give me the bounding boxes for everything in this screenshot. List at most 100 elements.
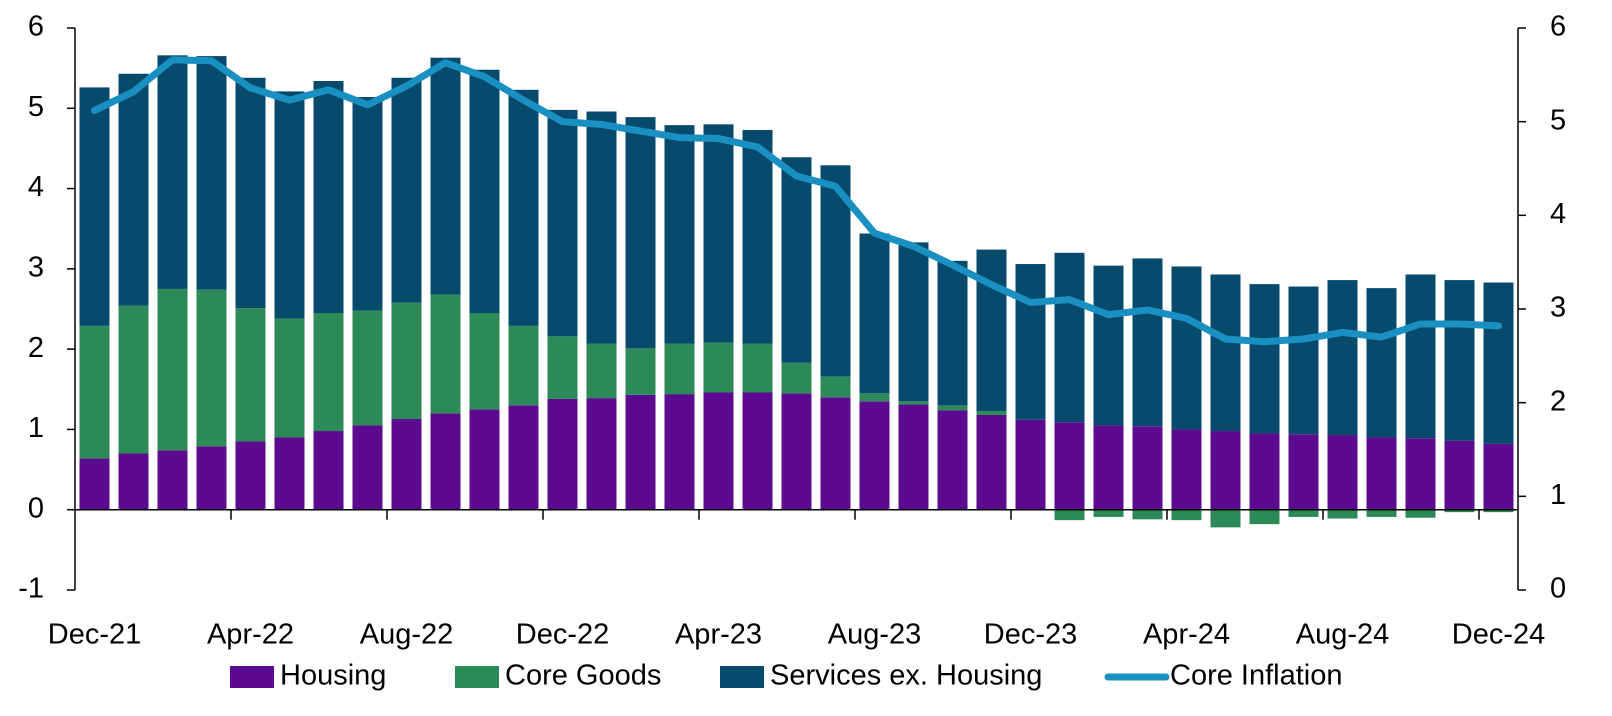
bar [469,69,500,314]
legend-label: Services ex. Housing [770,660,1042,692]
bar [1327,509,1358,519]
y-tick-label: 2 [28,332,44,364]
bar [1249,509,1280,525]
bar [274,437,305,510]
bar [508,325,539,406]
bar [1327,435,1358,510]
bar [1444,280,1475,441]
bar [235,441,266,510]
bar [547,109,578,337]
y-tick-label: -1 [18,573,44,605]
bar [1171,266,1202,430]
bar [664,394,695,510]
x-tick-label: Dec-24 [1452,619,1546,651]
bar [352,310,383,426]
bar [157,450,188,510]
bar [664,125,695,344]
legend-swatch [230,666,274,688]
legend-swatch [455,666,499,688]
bar [586,343,617,399]
bar [859,393,890,402]
bar [1366,288,1397,438]
bar [820,397,851,510]
bar [898,242,929,402]
y-tick-label: 6 [28,11,44,43]
bar [352,97,383,311]
bar [937,260,968,406]
line [91,56,1502,346]
bar [1171,509,1202,521]
bar [1210,274,1241,432]
bar [703,124,734,343]
bar [157,288,188,451]
bar [1015,264,1046,420]
x-tick-label: Aug-22 [360,619,454,651]
bar [469,409,500,510]
bar [1405,274,1436,439]
bar [1054,252,1085,423]
bar [1327,280,1358,436]
bar [976,414,1007,510]
bar [235,308,266,442]
bar [430,57,461,295]
bar [976,249,1007,411]
bar [820,376,851,398]
legend-label: Housing [280,660,386,692]
x-tick-label: Aug-24 [1296,619,1390,651]
bar [430,294,461,414]
bar [391,302,422,419]
bar [1366,437,1397,510]
bar [742,392,773,510]
x-tick-label: Dec-22 [516,619,610,651]
bar [625,117,656,349]
bar [196,56,227,290]
bar [625,348,656,395]
bar [79,87,110,326]
bar [1288,509,1319,517]
y2-tick-label: 2 [1550,385,1566,417]
bar [1093,509,1124,517]
bar [859,401,890,510]
bar [1015,419,1046,510]
bar [742,129,773,344]
bar [313,313,344,432]
bar [313,431,344,510]
bar [586,398,617,510]
bar [1132,426,1163,510]
bar [781,393,812,510]
y-tick-label: 5 [28,91,44,123]
bar [781,362,812,394]
y2-tick-label: 6 [1550,11,1566,43]
bar [1210,431,1241,510]
bar [1132,509,1163,520]
bar [391,77,422,303]
bar [1288,434,1319,510]
bar [1132,258,1163,427]
bar [508,405,539,510]
bar [1444,440,1475,510]
bar [118,305,149,454]
bar [196,446,227,510]
bar [703,342,734,393]
bar [274,91,305,319]
x-tick-label: Apr-23 [675,619,762,651]
bar [703,392,734,510]
bar [430,413,461,510]
bar [1483,443,1514,510]
bar [352,425,383,510]
bar [79,458,110,510]
x-tick-label: Apr-22 [207,619,294,651]
y-tick-label: 4 [28,171,44,203]
bar [664,343,695,395]
y2-tick-label: 3 [1550,292,1566,324]
legend-label: Core Inflation [1170,660,1343,692]
bar [391,418,422,510]
bar [118,73,149,306]
bar [1483,509,1514,513]
bar [742,343,773,393]
y-tick-label: 0 [28,492,44,524]
bar [937,410,968,510]
bar [1171,429,1202,510]
y2-tick-label: 1 [1550,479,1566,511]
